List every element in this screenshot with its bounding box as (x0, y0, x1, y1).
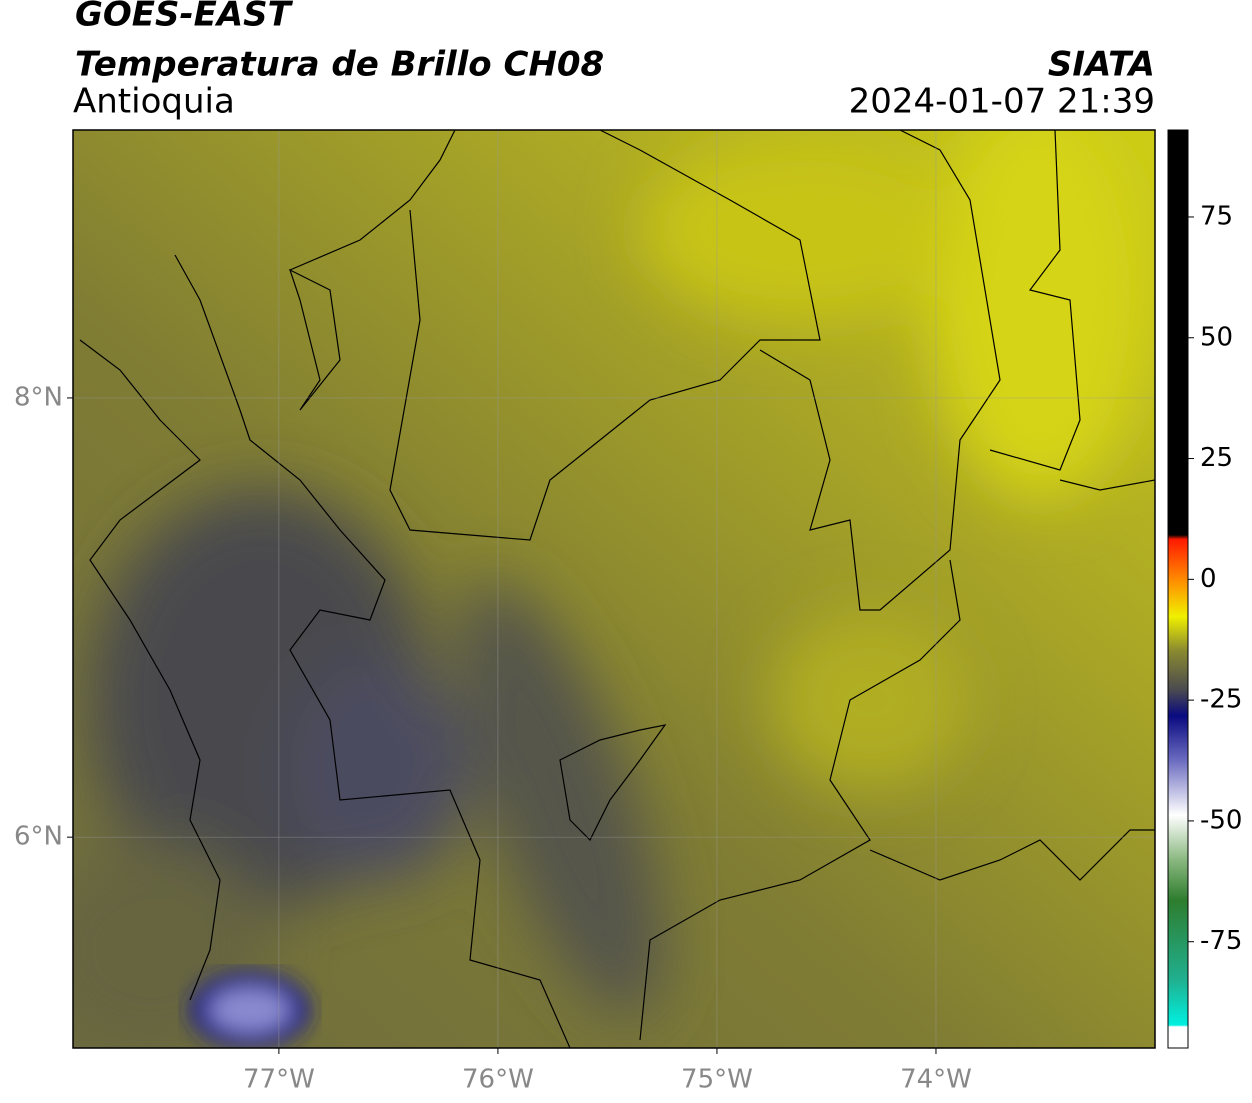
colorbar-tick-label: -25 (1200, 685, 1242, 715)
y-tick-label: 6°N (14, 822, 63, 852)
region: Antioquia (73, 82, 235, 122)
colorbar (1167, 129, 1189, 1049)
y-tick-label: 8°N (14, 382, 63, 412)
colorbar-tick-label: 75 (1200, 201, 1233, 231)
datetime: 2024-01-07 21:39 (849, 82, 1155, 122)
subtitle: Temperatura de Brillo CH08 (75, 45, 604, 85)
x-tick-label: 74°W (900, 1065, 972, 1095)
map (73, 130, 1155, 1048)
colorbar-tick-label: 50 (1200, 322, 1233, 352)
x-tick-label: 76°W (462, 1065, 534, 1095)
grid (73, 130, 1155, 1048)
colorbar-tick-label: 0 (1200, 564, 1217, 594)
borders (79, 130, 1155, 1048)
x-tick-label: 77°W (243, 1065, 315, 1095)
colorbar-tick-label: -75 (1200, 926, 1242, 956)
colorbar-tick-label: -50 (1200, 805, 1242, 835)
title: GOES-EAST (75, 0, 294, 35)
source: SIATA (1048, 45, 1155, 85)
x-tick-label: 75°W (681, 1065, 753, 1095)
map-frame (72, 129, 1156, 1049)
colorbar-tick-label: 25 (1200, 443, 1233, 473)
